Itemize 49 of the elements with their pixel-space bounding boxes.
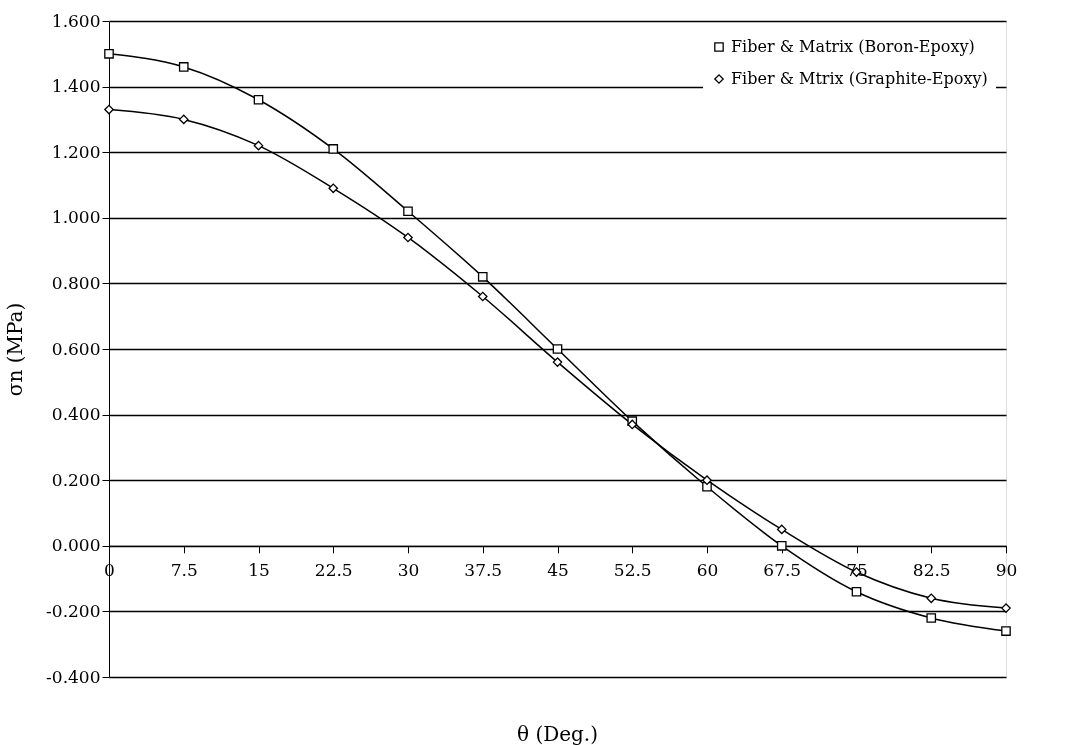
x-tick-label: 90 — [995, 560, 1018, 581]
y-tick-label: 0.400 — [51, 404, 101, 425]
point — [253, 94, 264, 105]
point — [403, 206, 413, 217]
point — [1001, 603, 1011, 613]
point — [403, 232, 413, 243]
legend-label: Fiber & Mtrix (Graphite-Epoxy) — [731, 69, 988, 88]
x-tick-label: 37.5 — [464, 560, 503, 581]
x-tick-label: 22.5 — [314, 560, 353, 581]
x-tick-label: 15 — [248, 560, 270, 581]
x-tick-label: 30 — [397, 560, 420, 581]
x-axis-title: θ (Deg.) — [516, 722, 599, 745]
y-tick-label: -0.200 — [46, 600, 101, 621]
point — [477, 291, 488, 302]
point — [702, 475, 712, 486]
point — [104, 104, 114, 115]
x-tick-label: 82.5 — [912, 560, 951, 581]
y-tick-label: 1.600 — [51, 10, 101, 31]
y-tick-label: 1.400 — [51, 76, 101, 97]
point — [627, 419, 638, 430]
point — [104, 48, 114, 59]
x-tick-label: 67.5 — [763, 560, 802, 581]
legend-label: Fiber & Matrix (Boron-Epoxy) — [731, 37, 975, 56]
point — [926, 593, 937, 604]
point — [776, 524, 787, 535]
y-axis-title: σn (MPa) — [3, 302, 28, 397]
point — [328, 183, 339, 194]
point — [1001, 626, 1011, 636]
x-tick-label: 60 — [696, 560, 719, 581]
x-tick-label: 52.5 — [613, 560, 652, 581]
y-tick-label: 0.200 — [51, 469, 101, 490]
x-tick-label: 7.5 — [170, 560, 198, 581]
y-tick-label: -0.400 — [46, 666, 101, 687]
point — [328, 144, 339, 154]
point — [552, 357, 563, 367]
point — [552, 344, 563, 354]
y-tick-label: 0.800 — [51, 272, 101, 293]
point — [253, 140, 264, 151]
point — [851, 586, 862, 597]
point — [477, 272, 488, 282]
point — [178, 62, 189, 72]
point — [776, 540, 787, 551]
point — [926, 613, 937, 623]
y-tick-label: 0.600 — [51, 338, 101, 359]
y-tick-label: 1.200 — [51, 141, 101, 162]
y-tick-label: 1.000 — [51, 207, 101, 228]
y-tick-label: 0.000 — [51, 535, 101, 556]
point — [178, 114, 189, 125]
x-tick-label: 45 — [547, 560, 569, 581]
